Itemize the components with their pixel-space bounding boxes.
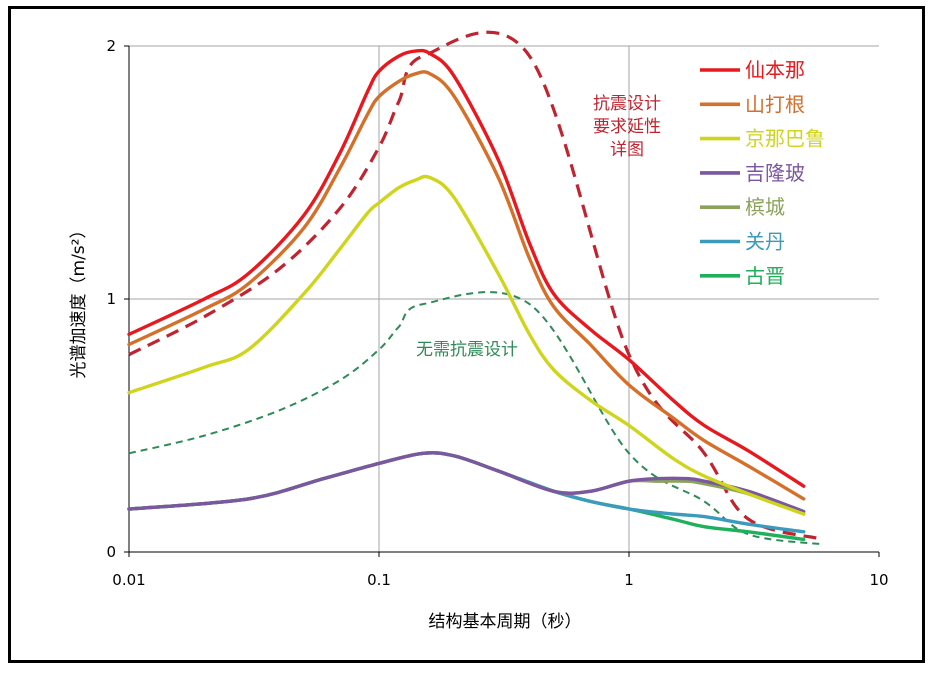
series-line-2 xyxy=(127,174,806,516)
annotation-line: 无需抗震设计 xyxy=(416,340,518,360)
y-axis-title: 光谱加速度（m/s²） xyxy=(69,222,89,379)
grid-lines xyxy=(129,45,879,552)
series-line-3 xyxy=(127,451,806,514)
y-tick-label: 2 xyxy=(106,37,116,55)
y-tick-label: 0 xyxy=(106,543,116,561)
legend-label: 山打根 xyxy=(745,92,805,116)
design-spectrum-no-seismic-line xyxy=(128,291,824,546)
annotation-line: 详图 xyxy=(610,140,644,160)
legend-label: 仙本那 xyxy=(745,58,805,82)
x-axis-title: 结构基本周期（秒） xyxy=(429,612,582,632)
series-line-5 xyxy=(127,451,806,534)
annotation-ductile-detailing: 抗震设计要求延性详图 xyxy=(593,94,661,160)
series-line-4 xyxy=(127,451,806,516)
x-tick-label: 0.01 xyxy=(112,571,145,589)
axes xyxy=(124,45,880,557)
x-tick-label: 1 xyxy=(624,571,634,589)
annotation-line: 要求延性 xyxy=(593,117,661,137)
series-line-6 xyxy=(127,451,806,542)
legend-label: 关丹 xyxy=(745,230,785,254)
legend-label: 吉隆玻 xyxy=(745,161,805,185)
annotation-no-seismic: 无需抗震设计 xyxy=(416,340,518,360)
annotation-line: 抗震设计 xyxy=(593,94,661,114)
design-spectrum-ductile-line xyxy=(128,30,824,541)
series-line-0 xyxy=(127,48,806,488)
y-tick-label: 1 xyxy=(106,290,116,308)
tick-labels: 0.01 0.1 1 10 0 1 2 xyxy=(106,37,888,589)
legend-label: 古晋 xyxy=(745,264,785,288)
series-lines xyxy=(127,30,824,546)
legend-label: 槟城 xyxy=(745,195,785,219)
legend-label: 京那巴鲁 xyxy=(745,127,825,151)
x-tick-label: 10 xyxy=(869,571,888,589)
series-line-1 xyxy=(127,70,806,501)
x-tick-label: 0.1 xyxy=(367,571,391,589)
